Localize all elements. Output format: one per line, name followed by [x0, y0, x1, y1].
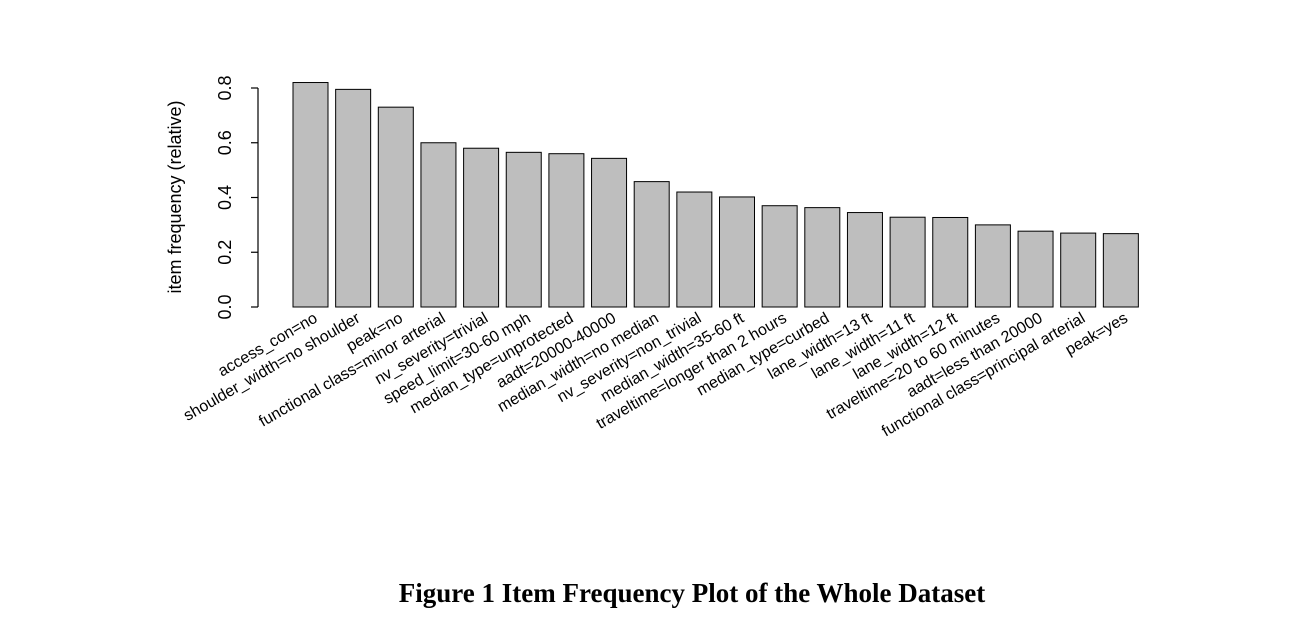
bar	[420, 142, 457, 308]
bar	[463, 147, 500, 308]
y-axis: 0.0 0.2 0.4 0.6 0.8	[215, 75, 259, 320]
bars-group	[292, 82, 1139, 308]
bar	[1102, 233, 1139, 308]
y-tick-label: 0.8	[215, 75, 235, 100]
bar	[719, 196, 755, 308]
bar	[846, 212, 883, 308]
bar	[932, 216, 969, 308]
bar	[548, 153, 585, 308]
bar	[676, 191, 713, 308]
bar	[1017, 230, 1054, 308]
y-axis-label: item frequency (relative)	[165, 100, 185, 293]
bar	[505, 151, 542, 308]
bar	[1060, 232, 1097, 308]
y-tick-label: 0.4	[215, 185, 235, 210]
y-tick-label: 0.6	[215, 130, 235, 155]
bar	[889, 216, 926, 308]
bar	[761, 205, 798, 308]
bar	[335, 88, 372, 308]
bar	[292, 82, 329, 308]
bar	[633, 181, 670, 308]
bar	[804, 207, 841, 308]
bar	[377, 106, 414, 308]
bar	[591, 157, 628, 308]
y-tick-label: 0.0	[215, 294, 235, 319]
figure-caption: Figure 1 Item Frequency Plot of the Whol…	[398, 578, 986, 608]
bar	[974, 224, 1011, 308]
y-tick-label: 0.2	[215, 240, 235, 265]
item-frequency-chart: 0.0 0.2 0.4 0.6 0.8 access_con=noshoulder_wi…	[165, 75, 1139, 440]
